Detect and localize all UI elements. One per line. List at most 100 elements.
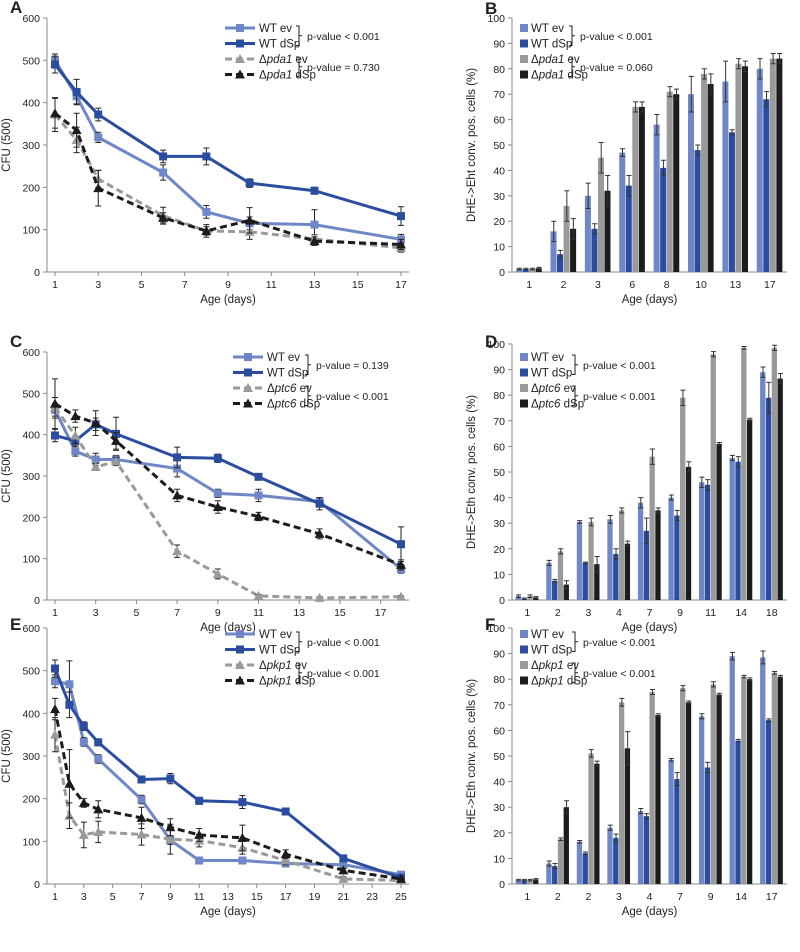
error-bar bbox=[521, 878, 527, 882]
error-bar bbox=[668, 494, 674, 501]
error-bar bbox=[770, 53, 776, 65]
legend-marker-mutant-ev bbox=[235, 54, 245, 63]
data-point bbox=[245, 179, 254, 188]
y-tick-label: 80 bbox=[493, 390, 505, 402]
y-tick-label: 10 bbox=[493, 242, 505, 254]
error-bar bbox=[777, 372, 783, 385]
bar-mutant-dsp bbox=[533, 879, 539, 884]
error-bar bbox=[735, 456, 741, 468]
legend-label-prefix: WT ev bbox=[531, 629, 564, 641]
y-tick-label: 0 bbox=[34, 595, 40, 607]
bar-group bbox=[756, 53, 783, 272]
data-point bbox=[111, 456, 122, 466]
legend-label-mutant-dsp: Δptc6 dSp bbox=[531, 399, 584, 411]
error-bar bbox=[711, 351, 717, 358]
error-bar bbox=[649, 448, 655, 465]
legend-marker-wt-ev bbox=[236, 630, 244, 638]
error-bar bbox=[638, 497, 644, 509]
pvalue-text: p-value = 0.139 bbox=[316, 360, 389, 372]
error-bar bbox=[708, 73, 714, 95]
legend-label-gene: pkp1 bbox=[266, 660, 292, 672]
legend-label-mutant-ev: Δpda1 ev bbox=[259, 54, 308, 66]
pvalue-text: p-value < 0.001 bbox=[316, 391, 389, 403]
x-tick-label: 3 bbox=[585, 607, 591, 619]
error-bar bbox=[760, 366, 766, 378]
error-bar bbox=[777, 53, 783, 65]
bar-mutant-ev bbox=[769, 58, 776, 272]
error-bar bbox=[674, 509, 680, 522]
data-point bbox=[93, 183, 104, 193]
legend-label-prefix: Δ bbox=[259, 676, 267, 688]
bar-mutant-dsp bbox=[638, 106, 645, 273]
bar-group bbox=[576, 749, 600, 884]
x-tick-label: 2 bbox=[555, 607, 561, 619]
pvalue-bracket bbox=[572, 631, 578, 652]
bar-mutant-dsp bbox=[594, 763, 600, 884]
bar-mutant-dsp bbox=[685, 466, 692, 600]
legend-label-prefix: Δ bbox=[267, 399, 275, 411]
bar-wt-ev bbox=[637, 811, 644, 884]
error-bar bbox=[625, 540, 631, 547]
error-bar bbox=[523, 267, 529, 271]
error-bar bbox=[735, 738, 741, 743]
pvalue-text: p-value = 0.060 bbox=[580, 62, 653, 74]
bar-group bbox=[607, 507, 631, 600]
x-tick-label: 7 bbox=[647, 607, 653, 619]
legend-label-gene: pda1 bbox=[266, 70, 293, 82]
data-point bbox=[93, 826, 104, 836]
y-tick-label: 200 bbox=[22, 794, 40, 806]
legend-label-prefix: Δ bbox=[259, 660, 267, 672]
data-point bbox=[194, 829, 205, 839]
y-axis-label: CFU (500) bbox=[1, 729, 13, 783]
y-tick-label: 300 bbox=[22, 471, 40, 483]
x-tick-label: 17 bbox=[766, 891, 778, 903]
panel-letter-d: D bbox=[485, 332, 497, 351]
x-tick-label: 1 bbox=[52, 607, 58, 619]
y-tick-label: 80 bbox=[493, 64, 505, 76]
legend-label-prefix: WT ev bbox=[531, 23, 564, 35]
panel-letter-b: B bbox=[485, 0, 497, 18]
x-tick-label: 18 bbox=[766, 607, 778, 619]
y-tick-label: 10 bbox=[493, 569, 505, 581]
y-tick-label: 0 bbox=[34, 267, 40, 279]
error-bar bbox=[564, 800, 570, 815]
error-bar bbox=[741, 674, 747, 679]
x-tick-label: 9 bbox=[708, 891, 714, 903]
error-bar bbox=[546, 860, 552, 867]
legend-label-wt-ev: WT ev bbox=[259, 629, 292, 641]
x-tick-label: 1 bbox=[52, 279, 58, 291]
x-tick-label: 13 bbox=[730, 279, 742, 291]
error-bar bbox=[558, 548, 564, 555]
bar-mutant-dsp bbox=[685, 702, 692, 884]
bar-group bbox=[668, 389, 692, 600]
data-point bbox=[78, 829, 89, 839]
legend-marker-mutant-ev bbox=[235, 660, 245, 669]
y-tick-label: 20 bbox=[493, 544, 505, 556]
bar-mutant-dsp bbox=[776, 58, 783, 272]
pvalue-text: p-value < 0.001 bbox=[580, 31, 653, 43]
data-point bbox=[338, 865, 349, 875]
data-point bbox=[90, 418, 101, 428]
bar-mutant-dsp bbox=[716, 694, 722, 884]
data-point bbox=[310, 220, 319, 229]
x-tick-label: 2 bbox=[585, 891, 591, 903]
error-bar bbox=[747, 417, 753, 422]
bar-mutant-dsp bbox=[624, 748, 631, 884]
y-tick-label: 600 bbox=[22, 623, 40, 635]
bar-wt-ev bbox=[576, 841, 583, 884]
legend-swatch-mutant-dsp bbox=[520, 676, 528, 685]
bar-wt-dsp bbox=[613, 837, 619, 884]
legend-label-prefix: Δ bbox=[531, 676, 539, 688]
y-tick-label: 10 bbox=[493, 853, 505, 865]
legend-swatch-wt-dsp bbox=[520, 39, 528, 48]
error-bar bbox=[660, 159, 666, 176]
bar-mutant-dsp bbox=[655, 510, 661, 600]
y-tick-label: 40 bbox=[493, 493, 505, 505]
x-tick-label: 4 bbox=[647, 891, 653, 903]
x-axis-label: Age (days) bbox=[200, 906, 256, 918]
panel-letter-f: F bbox=[485, 615, 495, 634]
x-tick-label: 11 bbox=[266, 279, 277, 291]
error-bar bbox=[577, 520, 583, 524]
data-point bbox=[50, 398, 60, 408]
